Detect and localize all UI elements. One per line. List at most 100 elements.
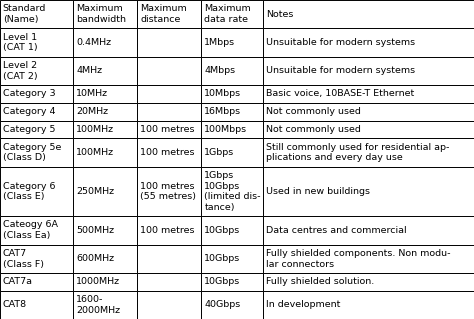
Bar [263,103,474,121]
Bar [137,0,201,28]
Bar [0,216,73,244]
Text: Category 5e
(Class D): Category 5e (Class D) [3,143,61,162]
Bar [201,57,263,85]
Bar [73,85,137,103]
Text: 100 metres: 100 metres [140,226,195,235]
Bar [137,216,201,244]
Text: Maximum
data rate: Maximum data rate [204,4,251,24]
Text: 600MHz: 600MHz [76,254,114,263]
Text: Category 3: Category 3 [3,89,55,99]
Bar [263,273,474,291]
Bar [263,291,474,319]
Bar [0,273,73,291]
Text: Level 1
(CAT 1): Level 1 (CAT 1) [3,33,37,52]
Text: In development: In development [266,300,340,309]
Text: 40Gbps: 40Gbps [204,300,240,309]
Bar [73,28,137,57]
Bar [201,291,263,319]
Bar [201,244,263,273]
Text: 10Gbps: 10Gbps [204,254,240,263]
Text: Category 6
(Class E): Category 6 (Class E) [3,182,55,201]
Bar [201,85,263,103]
Bar [263,28,474,57]
Text: Standard
(Name): Standard (Name) [3,4,46,24]
Text: Still commonly used for residential ap-
plications and every day use: Still commonly used for residential ap- … [266,143,449,162]
Text: Unsuitable for modern systems: Unsuitable for modern systems [266,38,415,47]
Bar [201,167,263,216]
Text: Fully shielded solution.: Fully shielded solution. [266,277,374,286]
Bar [73,103,137,121]
Bar [263,167,474,216]
Text: 100MHz: 100MHz [76,148,114,157]
Bar [263,138,474,167]
Bar [201,216,263,244]
Text: Fully shielded components. Non modu-
lar connectors: Fully shielded components. Non modu- lar… [266,249,450,269]
Text: CAT8: CAT8 [3,300,27,309]
Text: Level 2
(CAT 2): Level 2 (CAT 2) [3,61,37,81]
Text: Maximum
distance: Maximum distance [140,4,187,24]
Text: Cateogy 6A
(Class Ea): Cateogy 6A (Class Ea) [3,220,58,240]
Text: 500MHz: 500MHz [76,226,114,235]
Text: 250MHz: 250MHz [76,187,114,196]
Bar [137,273,201,291]
Text: Unsuitable for modern systems: Unsuitable for modern systems [266,66,415,75]
Text: 10Mbps: 10Mbps [204,89,241,99]
Bar [0,57,73,85]
Text: Maximum
bandwidth: Maximum bandwidth [76,4,126,24]
Text: Not commonly used: Not commonly used [266,125,361,134]
Bar [137,57,201,85]
Text: 1Gbps: 1Gbps [204,148,235,157]
Bar [73,57,137,85]
Text: Data centres and commercial: Data centres and commercial [266,226,407,235]
Text: 1Gbps
10Gbps
(limited dis-
tance): 1Gbps 10Gbps (limited dis- tance) [204,171,261,212]
Text: CAT7
(Class F): CAT7 (Class F) [3,249,44,269]
Text: 20MHz: 20MHz [76,107,109,116]
Bar [201,103,263,121]
Bar [263,57,474,85]
Bar [137,291,201,319]
Bar [0,167,73,216]
Bar [0,85,73,103]
Bar [137,138,201,167]
Text: 1600-
2000MHz: 1600- 2000MHz [76,295,120,315]
Text: 100MHz: 100MHz [76,125,114,134]
Bar [137,28,201,57]
Bar [0,244,73,273]
Bar [73,121,137,138]
Text: 100Mbps: 100Mbps [204,125,247,134]
Text: 16Mbps: 16Mbps [204,107,241,116]
Text: 10MHz: 10MHz [76,89,109,99]
Bar [73,138,137,167]
Bar [263,85,474,103]
Bar [73,167,137,216]
Bar [73,291,137,319]
Bar [137,167,201,216]
Text: 100 metres: 100 metres [140,125,195,134]
Bar [263,121,474,138]
Bar [201,273,263,291]
Text: 1Mbps: 1Mbps [204,38,236,47]
Bar [201,121,263,138]
Bar [0,103,73,121]
Bar [137,103,201,121]
Text: 1000MHz: 1000MHz [76,277,120,286]
Bar [201,138,263,167]
Bar [0,121,73,138]
Bar [0,28,73,57]
Text: Used in new buildings: Used in new buildings [266,187,370,196]
Bar [73,0,137,28]
Text: Notes: Notes [266,10,293,19]
Bar [73,216,137,244]
Text: Not commonly used: Not commonly used [266,107,361,116]
Bar [263,216,474,244]
Bar [263,0,474,28]
Text: 100 metres
(55 metres): 100 metres (55 metres) [140,182,196,201]
Bar [0,0,73,28]
Text: Category 4: Category 4 [3,107,55,116]
Bar [137,244,201,273]
Text: CAT7a: CAT7a [3,277,33,286]
Text: 4Mbps: 4Mbps [204,66,236,75]
Bar [73,244,137,273]
Bar [201,28,263,57]
Text: 4MHz: 4MHz [76,66,102,75]
